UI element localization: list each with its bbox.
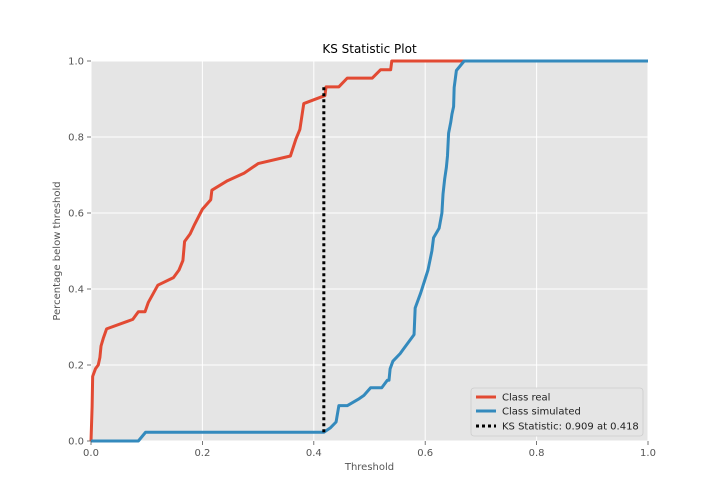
x-tick-label: 0.0 [83, 448, 99, 459]
legend-label-class-real: Class real [502, 393, 550, 404]
series-line-class-real [89, 59, 648, 442]
legend-box [470, 387, 644, 437]
legend: Class real Class simulated KS Statistic:… [470, 387, 644, 437]
y-axis-label: Percentage below threshold [52, 181, 63, 320]
x-tick-label: 0.6 [417, 448, 433, 459]
ticks-layer: 0.0 0.2 0.4 0.6 0.8 1.0 0.0 0.2 0.4 0.6 0.8 1.0 [68, 57, 656, 460]
y-tick-label: 0.2 [68, 361, 84, 372]
x-axis-label: Threshold [344, 462, 394, 473]
y-tick-label: 1.0 [68, 57, 84, 68]
y-tick-label: 0.6 [68, 209, 84, 220]
legend-label-class-simulated: Class simulated [502, 407, 581, 418]
series-layer [89, 59, 648, 443]
x-tick-label: 0.8 [529, 448, 545, 459]
plot-area [91, 61, 648, 441]
x-tick-label: 0.4 [306, 448, 322, 459]
x-tick-label: 0.2 [194, 448, 210, 459]
grid-lines [90, 60, 649, 442]
legend-label-ks-statistic: KS Statistic: 0.909 at 0.418 [502, 422, 639, 433]
y-tick-label: 0.4 [68, 285, 84, 296]
x-tick-label: 1.0 [640, 448, 656, 459]
series-line-class-simulated [91, 59, 648, 443]
chart-title: KS Statistic Plot [322, 42, 417, 56]
y-tick-label: 0.8 [68, 133, 84, 144]
y-tick-label: 0.0 [68, 437, 84, 448]
